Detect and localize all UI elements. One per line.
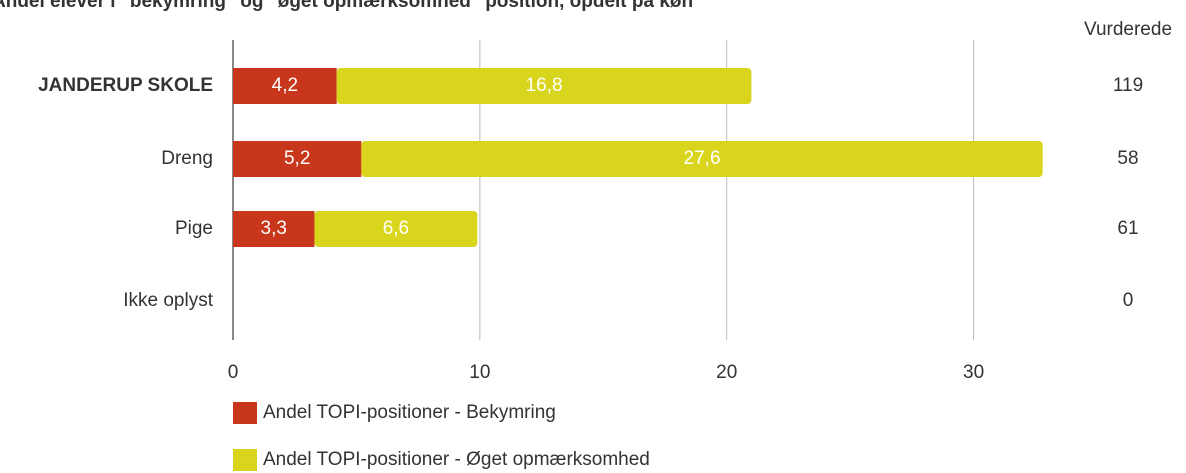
data-label: 3,3 [261,218,287,239]
x-tick-label: 10 [469,362,490,383]
legend-label: Andel TOPI-positioner - Øget opmærksomhe… [263,449,650,470]
data-label: 27,6 [684,148,721,169]
x-tick-label: 20 [716,362,737,383]
y-tick-label: JANDERUP SKOLE [38,75,213,96]
bar-segment [361,141,1043,177]
x-tick-label: 30 [963,362,984,383]
bar-segment [336,68,752,104]
bar-segment [233,211,315,247]
chart-title: Andel elever i "bekymring" og "øget opmæ… [0,0,693,12]
bar-segment [233,68,337,104]
legend-swatch [233,402,257,424]
bar-segment [233,141,362,177]
y-tick-label: Dreng [161,148,213,169]
y-tick-label: Pige [175,218,213,239]
data-label: 4,2 [272,75,298,96]
bar-segment [314,211,478,247]
data-label: 6,6 [383,218,409,239]
column-value: 61 [1117,218,1138,239]
data-label: 16,8 [526,75,563,96]
legend-label: Andel TOPI-positioner - Bekymring [263,402,556,423]
y-tick-label: Ikke oplyst [123,290,213,311]
x-tick-label: 0 [228,362,239,383]
data-label: 5,2 [284,148,310,169]
column-value: 119 [1113,75,1143,96]
column-value: 58 [1117,148,1138,169]
column-value: 0 [1123,290,1134,311]
column-header: Vurderede [1084,19,1172,40]
legend-swatch [233,449,257,471]
